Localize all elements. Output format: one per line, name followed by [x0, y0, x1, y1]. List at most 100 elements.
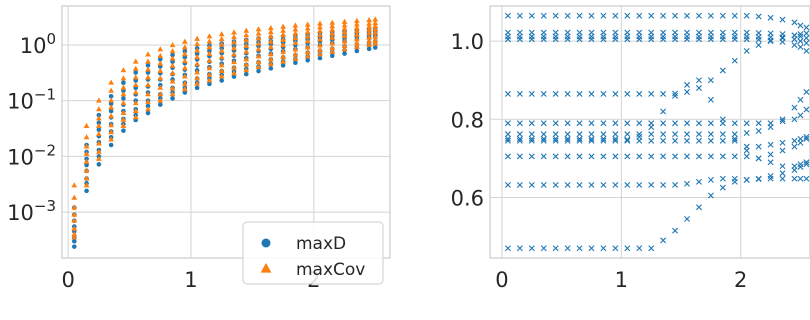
maxCov-point — [218, 31, 225, 37]
maxCov-point — [353, 43, 360, 49]
maxCov-point — [231, 33, 237, 40]
maxCov-point — [169, 55, 176, 61]
x-marker-point — [540, 120, 547, 127]
x-marker-point — [528, 245, 535, 252]
maxCov-point — [372, 26, 379, 32]
x-marker-point — [552, 245, 559, 252]
x-marker-point — [779, 170, 786, 177]
maxCov-point — [206, 50, 213, 56]
tick-exponent: −1 — [34, 86, 56, 104]
x-marker-point — [636, 33, 643, 40]
maxD-point — [293, 60, 298, 66]
maxCov-point — [304, 44, 311, 50]
x-marker-point — [624, 137, 631, 144]
maxCov-point — [255, 30, 262, 36]
x-marker-point — [648, 36, 655, 43]
right-x-tick-label: 2 — [734, 268, 747, 292]
x-marker-point — [576, 120, 583, 127]
right-y-tick-labels: 0.6 0.8 1.0 — [451, 30, 484, 210]
maxCov-point — [280, 36, 287, 42]
maxCov-point — [218, 47, 225, 53]
x-marker-point — [803, 106, 810, 113]
maxCov-point — [280, 58, 287, 64]
maxCov-point — [243, 56, 250, 62]
x-marker-point — [528, 137, 535, 144]
maxD-point — [108, 93, 114, 99]
x-marker-point — [684, 33, 691, 40]
x-marker-point — [600, 137, 607, 144]
x-marker-point — [648, 90, 655, 97]
x-marker-point — [588, 33, 595, 40]
x-marker-point — [707, 153, 714, 160]
x-marker-point — [504, 153, 511, 160]
maxCov-point — [329, 44, 336, 50]
maxCov-point — [231, 51, 237, 57]
x-marker-point — [719, 184, 726, 191]
right-chart: 0 1 2 0.6 0.8 1.0 — [451, 5, 810, 292]
x-marker-point — [600, 181, 607, 188]
x-marker-point — [797, 31, 804, 38]
maxCov-point — [292, 46, 299, 52]
x-marker-point — [695, 153, 702, 160]
maxCov-point — [206, 71, 213, 77]
maxCov-point — [329, 48, 336, 54]
maxCov-point — [120, 122, 127, 128]
maxCov-point — [120, 91, 127, 97]
x-marker-point — [731, 57, 738, 64]
maxD-point — [108, 101, 114, 107]
maxCov-point — [71, 225, 78, 231]
tick-exponent: −3 — [34, 197, 56, 215]
x-marker-point — [672, 227, 679, 234]
x-marker-point — [588, 90, 595, 97]
x-marker-point — [528, 181, 535, 188]
x-marker-point — [779, 118, 786, 125]
x-marker-point — [516, 33, 523, 40]
x-marker-point — [588, 137, 595, 144]
x-marker-point — [767, 38, 774, 45]
x-marker-point — [695, 178, 702, 185]
maxCov-point — [218, 67, 225, 73]
x-marker-point — [660, 137, 667, 144]
maxCov-point — [231, 45, 237, 51]
x-marker-point — [576, 181, 583, 188]
x-marker-point — [600, 12, 607, 19]
x-marker-point — [564, 137, 571, 144]
right-x-tick-label: 1 — [615, 268, 628, 292]
maxCov-point — [353, 31, 360, 37]
maxD-point — [268, 66, 274, 71]
x-marker-point — [552, 33, 559, 40]
x-marker-point — [624, 181, 631, 188]
x-marker-point — [636, 153, 643, 160]
maxCov-point — [145, 81, 151, 88]
maxCov-point — [317, 27, 323, 33]
maxCov-point — [341, 38, 348, 44]
x-marker-point — [797, 44, 804, 51]
tick-exponent: 0 — [46, 30, 56, 48]
x-marker-point — [516, 153, 523, 160]
x-marker-point — [648, 245, 655, 252]
x-marker-point — [731, 12, 738, 19]
x-marker-point — [600, 36, 607, 43]
x-marker-point — [612, 135, 619, 142]
x-marker-point — [636, 245, 643, 252]
x-marker-point — [588, 245, 595, 252]
maxCov-point — [292, 39, 299, 46]
x-marker-point — [767, 14, 774, 21]
x-marker-point — [516, 245, 523, 252]
x-marker-point — [743, 120, 750, 127]
maxCov-point — [372, 19, 379, 26]
x-marker-point — [564, 33, 571, 40]
maxCov-point — [292, 35, 299, 41]
maxCov-point — [267, 24, 274, 31]
x-marker-point — [648, 12, 655, 19]
maxCov-point — [353, 40, 360, 46]
maxCov-point — [304, 21, 311, 27]
maxCov-point — [353, 24, 360, 30]
tick-base: 10 — [7, 90, 34, 114]
x-marker-point — [528, 153, 535, 160]
x-marker-point — [791, 104, 798, 111]
x-marker-point — [528, 135, 535, 142]
x-marker-point — [612, 153, 619, 160]
maxD-point — [145, 103, 151, 109]
maxD-point — [170, 52, 175, 58]
